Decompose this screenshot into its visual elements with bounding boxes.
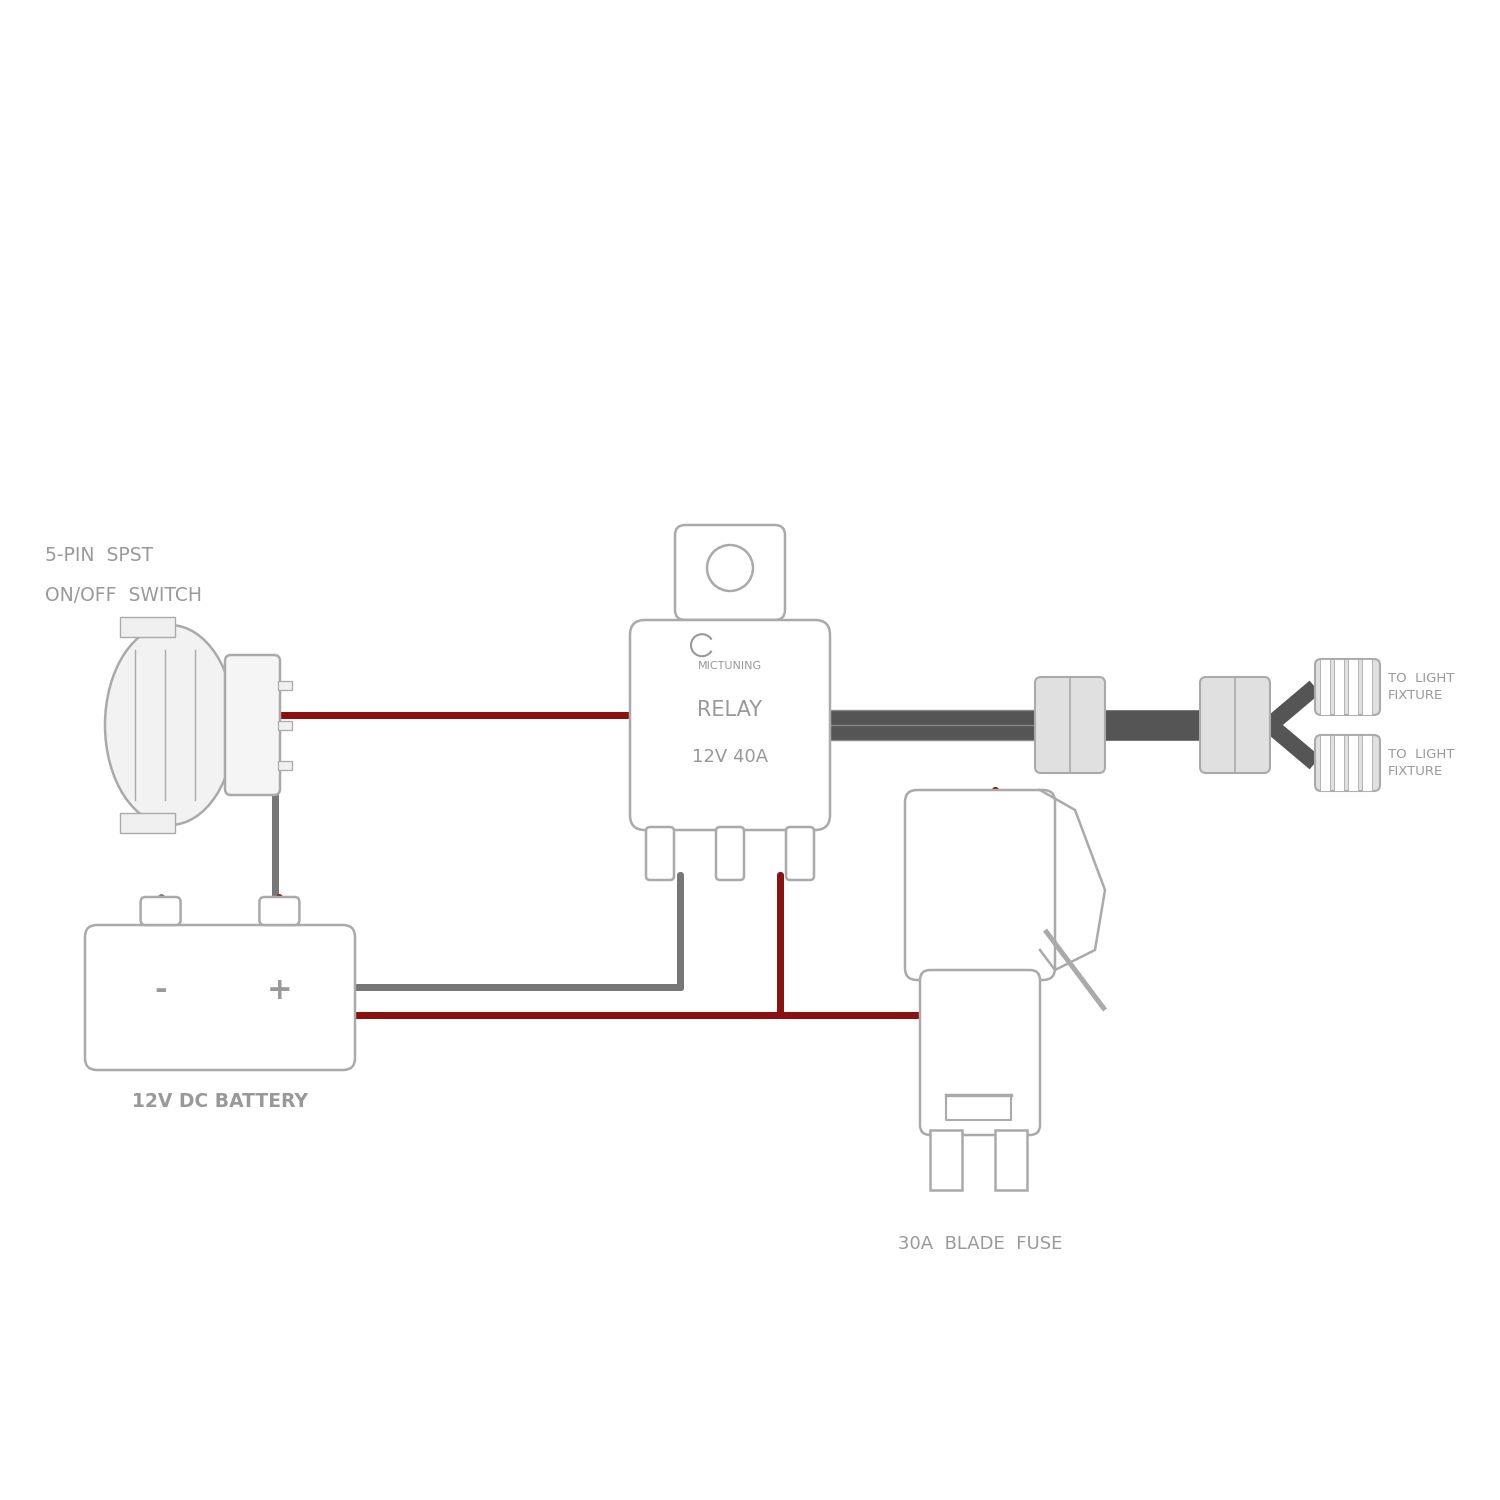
FancyBboxPatch shape — [1316, 658, 1380, 716]
FancyArrow shape — [1042, 928, 1107, 1011]
Text: ON/OFF  SWITCH: ON/OFF SWITCH — [45, 586, 203, 604]
FancyBboxPatch shape — [1035, 676, 1106, 772]
Bar — [1334, 658, 1344, 716]
Bar — [120, 616, 176, 638]
FancyBboxPatch shape — [786, 827, 814, 880]
Text: 5-PIN  SPST: 5-PIN SPST — [45, 546, 153, 566]
Bar — [1362, 658, 1372, 716]
Bar — [1348, 658, 1358, 716]
FancyBboxPatch shape — [1316, 735, 1380, 790]
Text: TO  LIGHT
FIXTURE: TO LIGHT FIXTURE — [1388, 672, 1455, 702]
Text: +: + — [267, 976, 292, 1005]
FancyBboxPatch shape — [225, 656, 280, 795]
FancyBboxPatch shape — [86, 926, 356, 1070]
Bar — [1320, 735, 1330, 790]
Circle shape — [706, 544, 753, 591]
Bar — [930, 1130, 962, 1190]
Bar — [1334, 735, 1344, 790]
FancyBboxPatch shape — [1200, 676, 1270, 772]
Text: -: - — [154, 976, 166, 1005]
FancyBboxPatch shape — [716, 827, 744, 880]
FancyBboxPatch shape — [141, 897, 180, 926]
Bar — [278, 720, 292, 729]
Bar — [1348, 735, 1358, 790]
FancyBboxPatch shape — [904, 790, 1054, 980]
Polygon shape — [1040, 790, 1106, 970]
Text: MICTUNING: MICTUNING — [698, 662, 762, 670]
Bar — [120, 813, 176, 832]
Ellipse shape — [105, 626, 236, 825]
FancyBboxPatch shape — [630, 620, 830, 830]
FancyBboxPatch shape — [675, 525, 784, 620]
Bar — [1362, 735, 1372, 790]
Text: TO  LIGHT
FIXTURE: TO LIGHT FIXTURE — [1388, 748, 1455, 778]
Text: RELAY: RELAY — [698, 700, 762, 720]
Text: 12V 40A: 12V 40A — [692, 747, 768, 765]
FancyBboxPatch shape — [260, 897, 300, 926]
FancyBboxPatch shape — [646, 827, 674, 880]
Bar — [994, 1130, 1028, 1190]
Bar — [278, 681, 292, 690]
Text: 12V DC BATTERY: 12V DC BATTERY — [132, 1092, 308, 1112]
FancyBboxPatch shape — [920, 970, 1040, 1136]
Text: 30A  BLADE  FUSE: 30A BLADE FUSE — [898, 1234, 1062, 1252]
Bar — [278, 760, 292, 770]
Bar — [1320, 658, 1330, 716]
